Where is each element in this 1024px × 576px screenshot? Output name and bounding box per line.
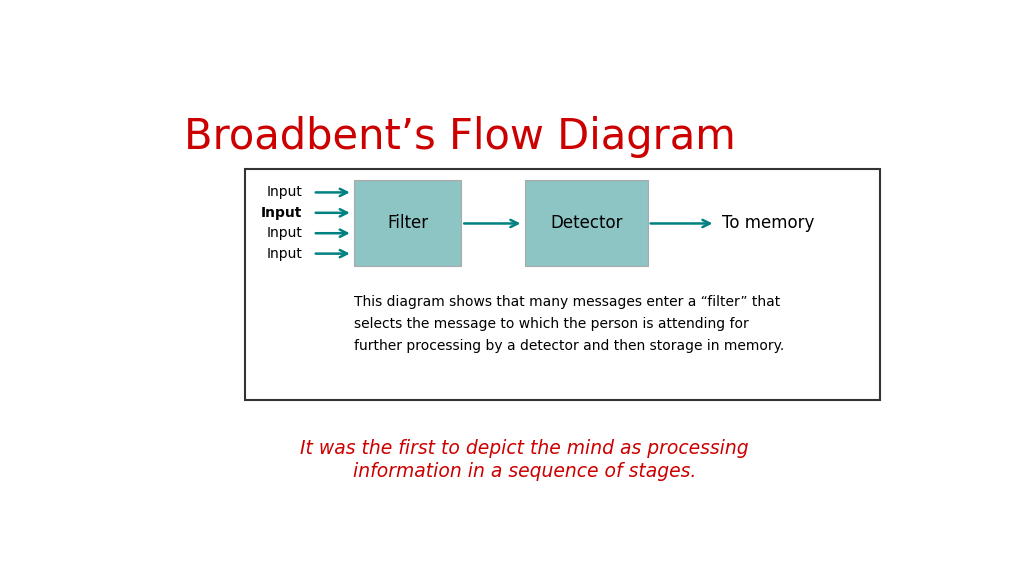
FancyBboxPatch shape bbox=[246, 169, 881, 400]
FancyBboxPatch shape bbox=[524, 180, 648, 267]
Text: information in a sequence of stages.: information in a sequence of stages. bbox=[353, 463, 696, 482]
Text: To memory: To memory bbox=[722, 214, 814, 233]
Text: Input: Input bbox=[266, 226, 303, 240]
Text: Filter: Filter bbox=[387, 214, 428, 232]
Text: Detector: Detector bbox=[550, 214, 623, 232]
Text: Input: Input bbox=[261, 206, 303, 220]
Text: This diagram shows that many messages enter a “filter” that
selects the message : This diagram shows that many messages en… bbox=[354, 295, 784, 353]
Text: Broadbent’s Flow Diagram: Broadbent’s Flow Diagram bbox=[183, 116, 735, 158]
Text: Input: Input bbox=[266, 247, 303, 260]
Text: Input: Input bbox=[266, 185, 303, 199]
FancyBboxPatch shape bbox=[354, 180, 461, 267]
Text: It was the first to depict the mind as processing: It was the first to depict the mind as p… bbox=[300, 439, 750, 458]
